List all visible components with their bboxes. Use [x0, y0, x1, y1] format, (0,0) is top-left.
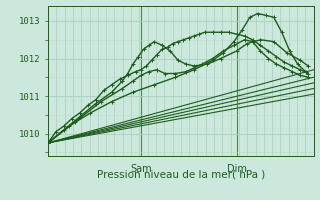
Text: Dim: Dim [227, 164, 246, 174]
Text: Sam: Sam [130, 164, 152, 174]
X-axis label: Pression niveau de la mer( hPa ): Pression niveau de la mer( hPa ) [97, 170, 265, 180]
